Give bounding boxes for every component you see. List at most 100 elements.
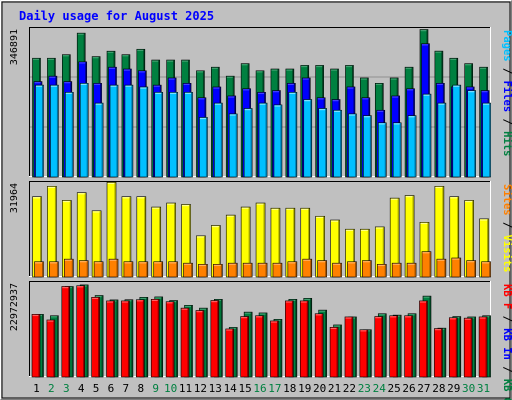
day-3-bars [62, 54, 74, 178]
y-max-label: 22972937 [9, 283, 20, 331]
bar-sites [391, 262, 402, 278]
day-25-bars [389, 77, 402, 178]
bar-sites [123, 261, 134, 278]
bar-kb-f [136, 299, 145, 378]
x-tick-label: 13 [209, 382, 222, 395]
bar-pages [303, 99, 313, 178]
day-1-bars [32, 57, 44, 178]
legend-usage: Pages / Files / Hits [501, 30, 512, 156]
day-21-bars [329, 324, 342, 378]
day-11-bars [180, 305, 193, 378]
bar-sites [272, 262, 283, 278]
x-tick-label: 12 [194, 382, 207, 395]
bar-pages [184, 92, 193, 178]
bar-pages [422, 93, 432, 178]
bar-sites [466, 260, 476, 278]
day-14-bars [225, 214, 238, 278]
bar-kb-f [478, 316, 488, 378]
x-tick-label: 2 [48, 382, 55, 395]
day-21-bars [330, 219, 342, 278]
day-15-bars [240, 206, 253, 278]
bar-sites [317, 260, 327, 278]
day-24-bars [374, 313, 387, 378]
bar-pages [228, 113, 238, 178]
bar-kb-f [180, 307, 190, 378]
day-1-bars [32, 196, 44, 278]
bar-pages [407, 115, 417, 178]
bar-sites [198, 264, 208, 278]
panel-visits: 31964 Sites / Visits [9, 181, 512, 278]
day-12-bars [195, 307, 208, 378]
bar-kb-f [329, 327, 339, 378]
bar-pages [169, 92, 178, 178]
bar-kb-f [91, 297, 100, 378]
bar-pages [109, 84, 119, 178]
bar-kb-f [240, 316, 249, 378]
legend-visits: Sites / Visits [501, 184, 512, 273]
day-17-bars [270, 319, 283, 378]
bar-pages [154, 92, 164, 178]
bar-kb-f [150, 299, 160, 378]
day-19-bars [300, 65, 313, 178]
x-tick-label: 3 [63, 382, 70, 395]
bar-sites [257, 262, 268, 278]
x-tick-label: 10 [164, 382, 177, 395]
x-tick-label: 18 [283, 382, 296, 395]
bar-pages [65, 92, 74, 178]
x-tick-label: 15 [238, 382, 251, 395]
day-14-bars [225, 75, 238, 178]
x-tick-label: 11 [179, 382, 192, 395]
x-tick-label: 5 [93, 382, 100, 395]
day-18-bars [285, 299, 298, 378]
bar-pages [124, 84, 134, 178]
day-5-bars [91, 295, 104, 378]
bar-pages [392, 122, 402, 178]
x-tick-label: 1 [33, 382, 40, 395]
day-24-bars [374, 226, 387, 278]
day-5-bars [91, 210, 104, 278]
day-13-bars [210, 299, 223, 378]
day-8-bars [136, 48, 149, 178]
bar-kb-f [389, 315, 398, 378]
bar-sites [362, 260, 372, 278]
bar-sites [347, 261, 357, 278]
bar-kb-f [463, 317, 473, 378]
bar-sites [436, 258, 447, 278]
day-25-bars [389, 314, 402, 378]
day-29-bars [448, 316, 462, 378]
bar-pages [467, 90, 476, 178]
x-tick-label: 4 [78, 382, 85, 395]
day-8-bars [136, 196, 149, 278]
panel-usage: 346891 Pages / Files / Hits [9, 27, 512, 178]
bar-kb-f [434, 328, 443, 378]
bar-sites [34, 261, 44, 278]
day-19-bars [299, 298, 313, 378]
day-22-bars [344, 316, 357, 378]
x-tick-label: 6 [108, 382, 115, 395]
day-27-bars [419, 222, 432, 278]
bar-kb-f [270, 320, 279, 378]
day-20-bars [315, 215, 327, 278]
day-15-bars [240, 63, 253, 178]
day-10-bars [166, 202, 178, 278]
day-21-bars [330, 68, 342, 178]
bar-sites [153, 261, 164, 278]
bar-pages [94, 102, 104, 178]
day-6-bars [106, 299, 119, 378]
x-tick-label: 31 [477, 382, 490, 395]
bar-pages [363, 115, 372, 178]
day-30-bars [463, 316, 476, 378]
bar-pages [452, 84, 462, 178]
day-22-bars [345, 228, 357, 278]
day-29-bars [449, 196, 462, 278]
bar-pages [318, 108, 327, 178]
bar-sites [451, 257, 462, 278]
bar-pages [214, 102, 223, 178]
day-29-bars [449, 57, 462, 178]
day-18-bars [285, 68, 298, 178]
bar-pages [482, 102, 491, 178]
bar-sites [64, 258, 74, 278]
day-30-bars [464, 200, 476, 278]
day-5-bars [91, 56, 104, 178]
